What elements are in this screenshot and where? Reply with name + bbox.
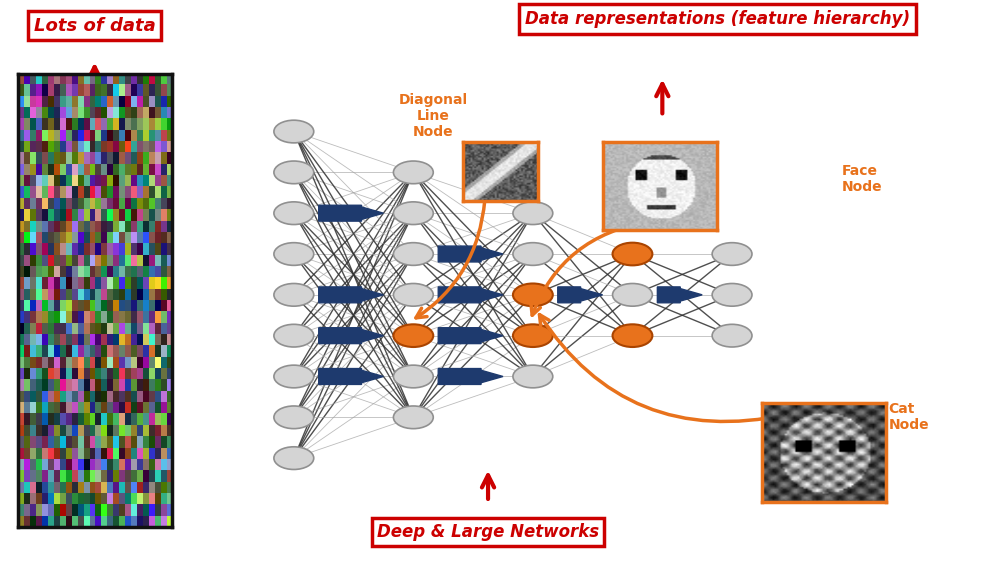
Circle shape xyxy=(613,324,652,347)
FancyArrow shape xyxy=(319,205,383,221)
Circle shape xyxy=(274,120,314,143)
Circle shape xyxy=(393,243,433,265)
Circle shape xyxy=(513,365,553,388)
Circle shape xyxy=(393,406,433,429)
Circle shape xyxy=(513,284,553,306)
Text: Data representations (feature hierarchy): Data representations (feature hierarchy) xyxy=(525,10,909,28)
FancyArrow shape xyxy=(438,287,503,303)
Circle shape xyxy=(274,447,314,469)
Circle shape xyxy=(712,284,752,306)
FancyArrow shape xyxy=(438,369,503,384)
Circle shape xyxy=(393,161,433,184)
Circle shape xyxy=(393,284,433,306)
Circle shape xyxy=(393,202,433,225)
FancyArrow shape xyxy=(657,287,702,303)
Circle shape xyxy=(274,406,314,429)
Circle shape xyxy=(274,202,314,225)
Text: Deep & Large Networks: Deep & Large Networks xyxy=(376,523,600,541)
Circle shape xyxy=(613,243,652,265)
Circle shape xyxy=(513,202,553,225)
Circle shape xyxy=(613,284,652,306)
Circle shape xyxy=(712,324,752,347)
FancyArrow shape xyxy=(319,369,383,384)
Circle shape xyxy=(274,324,314,347)
Circle shape xyxy=(274,243,314,265)
Circle shape xyxy=(274,161,314,184)
FancyArrow shape xyxy=(319,328,383,344)
FancyArrow shape xyxy=(438,328,503,344)
Circle shape xyxy=(513,243,553,265)
Circle shape xyxy=(393,324,433,347)
Text: Diagonal
Line
Node: Diagonal Line Node xyxy=(398,93,468,139)
FancyArrow shape xyxy=(438,246,503,262)
Text: Lots of data: Lots of data xyxy=(34,16,155,35)
FancyArrow shape xyxy=(319,287,383,303)
Circle shape xyxy=(274,284,314,306)
Circle shape xyxy=(274,365,314,388)
Circle shape xyxy=(712,243,752,265)
Circle shape xyxy=(393,365,433,388)
Circle shape xyxy=(513,324,553,347)
Text: Face
Node: Face Node xyxy=(842,163,882,194)
Text: Cat
Node: Cat Node xyxy=(888,401,929,432)
FancyArrow shape xyxy=(558,287,603,303)
